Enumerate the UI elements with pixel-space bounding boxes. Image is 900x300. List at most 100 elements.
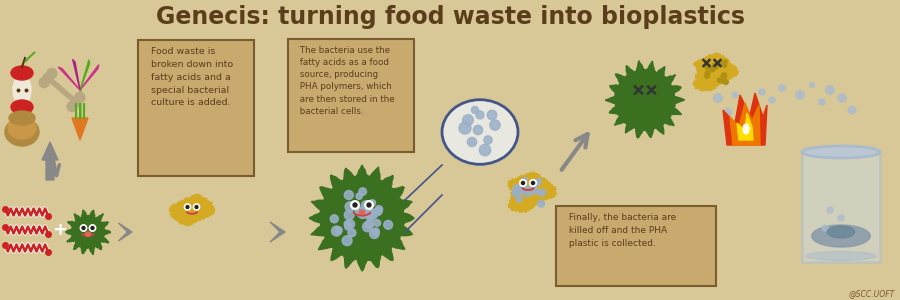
Circle shape	[778, 85, 785, 91]
Circle shape	[195, 206, 198, 208]
Circle shape	[724, 60, 727, 64]
Circle shape	[516, 195, 522, 202]
Polygon shape	[58, 67, 80, 90]
Polygon shape	[693, 53, 739, 91]
Polygon shape	[723, 93, 767, 145]
Polygon shape	[72, 118, 88, 140]
Ellipse shape	[743, 124, 749, 134]
Circle shape	[819, 99, 825, 105]
Circle shape	[43, 73, 53, 83]
Circle shape	[529, 188, 536, 195]
Circle shape	[487, 110, 497, 120]
Circle shape	[91, 226, 94, 230]
Circle shape	[356, 193, 363, 199]
Circle shape	[361, 201, 372, 211]
Circle shape	[467, 137, 477, 147]
Circle shape	[514, 190, 519, 196]
Ellipse shape	[359, 210, 364, 214]
Circle shape	[759, 89, 765, 95]
Circle shape	[536, 178, 542, 184]
Circle shape	[521, 182, 525, 184]
Circle shape	[515, 189, 521, 195]
Circle shape	[345, 223, 352, 230]
Circle shape	[838, 215, 844, 221]
Circle shape	[372, 228, 380, 236]
Ellipse shape	[806, 251, 876, 260]
Circle shape	[810, 82, 814, 87]
Polygon shape	[508, 172, 557, 213]
Text: @SCC.UOFT: @SCC.UOFT	[849, 289, 895, 298]
Circle shape	[71, 97, 81, 107]
Polygon shape	[737, 113, 753, 140]
Circle shape	[345, 190, 354, 200]
Circle shape	[345, 210, 354, 220]
Polygon shape	[169, 194, 215, 226]
Circle shape	[370, 229, 379, 239]
Circle shape	[336, 227, 342, 234]
Circle shape	[825, 86, 834, 94]
Ellipse shape	[8, 117, 36, 139]
Polygon shape	[80, 60, 90, 90]
Circle shape	[80, 225, 86, 231]
Polygon shape	[119, 223, 132, 241]
Polygon shape	[25, 52, 35, 62]
Circle shape	[342, 236, 352, 246]
Ellipse shape	[11, 66, 33, 80]
Circle shape	[827, 207, 833, 213]
Circle shape	[733, 92, 738, 98]
Circle shape	[769, 97, 775, 103]
Circle shape	[331, 226, 341, 236]
Circle shape	[518, 186, 524, 192]
Circle shape	[82, 226, 85, 230]
Circle shape	[537, 200, 544, 207]
FancyBboxPatch shape	[138, 40, 254, 176]
Circle shape	[348, 229, 356, 237]
Text: Genecis: turning food waste into bioplastics: Genecis: turning food waste into bioplas…	[156, 5, 744, 29]
Polygon shape	[730, 103, 760, 145]
Ellipse shape	[11, 100, 33, 114]
Circle shape	[713, 64, 718, 69]
Polygon shape	[309, 165, 414, 271]
Circle shape	[721, 73, 727, 78]
Circle shape	[365, 220, 374, 228]
Circle shape	[358, 210, 366, 218]
Circle shape	[68, 102, 77, 112]
Circle shape	[472, 106, 479, 113]
Circle shape	[513, 185, 520, 192]
Circle shape	[705, 71, 710, 76]
Ellipse shape	[9, 111, 35, 125]
Circle shape	[359, 188, 366, 195]
Polygon shape	[606, 61, 685, 138]
Circle shape	[374, 220, 381, 226]
Circle shape	[705, 64, 711, 70]
Circle shape	[721, 76, 725, 80]
Circle shape	[720, 78, 725, 83]
FancyBboxPatch shape	[288, 39, 414, 152]
Ellipse shape	[442, 100, 518, 164]
Circle shape	[838, 94, 846, 102]
Text: +: +	[52, 221, 68, 239]
Circle shape	[724, 108, 732, 116]
Circle shape	[75, 92, 85, 102]
Circle shape	[364, 201, 373, 209]
Circle shape	[368, 209, 378, 219]
Circle shape	[375, 206, 382, 213]
Polygon shape	[66, 210, 111, 255]
Circle shape	[521, 188, 528, 194]
Circle shape	[796, 91, 805, 99]
Ellipse shape	[812, 225, 870, 247]
Circle shape	[353, 203, 357, 207]
FancyBboxPatch shape	[556, 206, 716, 286]
Circle shape	[89, 225, 95, 231]
Circle shape	[186, 206, 189, 208]
Circle shape	[345, 202, 355, 211]
Circle shape	[356, 208, 361, 214]
Circle shape	[522, 178, 527, 183]
Text: Food waste is
 broken down into
 fatty acids and a
 special bacterial
 culture i: Food waste is broken down into fatty aci…	[148, 47, 233, 107]
Circle shape	[524, 185, 529, 190]
Circle shape	[710, 67, 715, 72]
Polygon shape	[42, 142, 58, 180]
Circle shape	[723, 64, 726, 68]
Text: Finally, the bacteria are
 killed off and the PHA
 plastic is collected.: Finally, the bacteria are killed off and…	[566, 213, 676, 248]
Circle shape	[364, 208, 371, 216]
